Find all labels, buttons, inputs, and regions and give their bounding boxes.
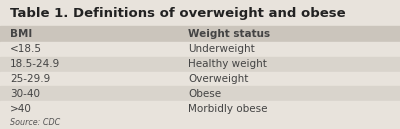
Text: BMI: BMI xyxy=(10,29,32,39)
Bar xyxy=(0,101,400,116)
Text: Underweight: Underweight xyxy=(188,44,255,54)
Bar xyxy=(0,0,400,26)
Bar xyxy=(0,26,400,42)
Text: >40: >40 xyxy=(10,104,32,114)
Text: 18.5-24.9: 18.5-24.9 xyxy=(10,59,60,69)
Bar xyxy=(0,57,400,72)
Text: 30-40: 30-40 xyxy=(10,89,40,99)
Text: Source: CDC: Source: CDC xyxy=(10,118,60,127)
Text: Obese: Obese xyxy=(188,89,221,99)
Bar xyxy=(0,86,400,101)
Text: Weight status: Weight status xyxy=(188,29,270,39)
Bar xyxy=(0,42,400,57)
Text: <18.5: <18.5 xyxy=(10,44,42,54)
Text: Table 1. Definitions of overweight and obese: Table 1. Definitions of overweight and o… xyxy=(10,6,346,19)
Text: 25-29.9: 25-29.9 xyxy=(10,74,50,84)
Text: Healthy weight: Healthy weight xyxy=(188,59,267,69)
Text: Overweight: Overweight xyxy=(188,74,248,84)
Bar xyxy=(0,72,400,86)
Text: Morbidly obese: Morbidly obese xyxy=(188,104,268,114)
